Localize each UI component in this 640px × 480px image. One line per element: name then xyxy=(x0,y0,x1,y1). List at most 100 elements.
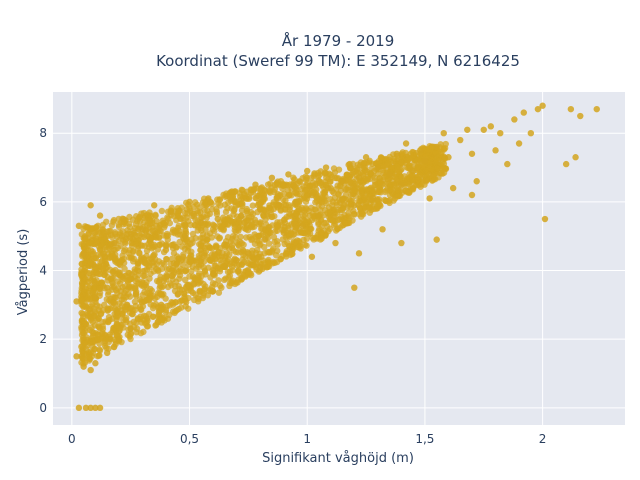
scatter-point xyxy=(87,225,94,232)
scatter-point xyxy=(374,164,382,171)
scatter-point xyxy=(202,226,209,233)
scatter-point xyxy=(341,211,348,219)
scatter-point xyxy=(390,181,398,188)
scatter-point xyxy=(440,129,447,137)
scatter-point xyxy=(185,305,192,312)
scatter-point xyxy=(186,273,193,280)
scatter-point xyxy=(371,174,378,181)
y-tick-label: 8 xyxy=(39,126,47,140)
scatter-point xyxy=(125,276,133,284)
scatter-point xyxy=(116,231,123,238)
scatter-point xyxy=(181,209,189,217)
scatter-point xyxy=(355,174,363,182)
scatter-point xyxy=(229,277,237,284)
scatter-point xyxy=(144,322,152,330)
scatter-point xyxy=(330,165,338,172)
scatter-point xyxy=(335,216,342,224)
scatter-point xyxy=(92,234,99,241)
scatter-point xyxy=(265,204,273,211)
scatter-point xyxy=(285,224,292,232)
scatter-point xyxy=(133,275,141,283)
scatter-point xyxy=(423,176,430,183)
scatter-point xyxy=(437,151,444,158)
scatter-point xyxy=(88,314,95,322)
scatter-point xyxy=(414,176,422,183)
scatter-point xyxy=(87,366,94,374)
scatter-point xyxy=(265,188,273,195)
scatter-point xyxy=(186,198,193,206)
scatter-point xyxy=(158,207,166,215)
scatter-point xyxy=(243,188,251,195)
scatter-point xyxy=(308,191,316,199)
x-tick-labels: 0 0,5 1 1,5 2 xyxy=(68,432,546,446)
scatter-point xyxy=(198,214,205,221)
scatter-point xyxy=(335,191,342,198)
scatter-point xyxy=(138,210,145,217)
scatter-point xyxy=(189,239,196,246)
scatter-point xyxy=(116,292,124,299)
scatter-point xyxy=(200,264,208,271)
scatter-point xyxy=(128,310,136,318)
scatter-point xyxy=(105,338,113,346)
scatter-point xyxy=(409,167,417,175)
x-tick-label: 1 xyxy=(303,432,311,446)
scatter-point xyxy=(449,184,457,192)
x-tick-label: 1,5 xyxy=(415,432,434,446)
scatter-point xyxy=(192,265,200,272)
scatter-point xyxy=(228,188,236,195)
scatter-point xyxy=(131,285,139,292)
scatter-point xyxy=(593,105,600,113)
scatter-point xyxy=(562,160,570,168)
scatter-point xyxy=(205,242,212,250)
scatter-point xyxy=(262,216,269,223)
scatter-point xyxy=(334,225,341,233)
scatter-point xyxy=(120,316,127,324)
scatter-point xyxy=(167,260,174,267)
scatter-point xyxy=(296,205,303,213)
scatter-point xyxy=(233,262,241,269)
scatter-point xyxy=(78,240,86,248)
scatter-point xyxy=(216,235,223,242)
scatter-point xyxy=(255,232,262,240)
scatter-point xyxy=(265,227,272,235)
scatter-point xyxy=(137,306,145,314)
scatter-point xyxy=(233,257,240,264)
scatter-point xyxy=(239,200,246,208)
scatter-point xyxy=(146,275,153,282)
scatter-point xyxy=(126,254,133,261)
scatter-point xyxy=(227,217,234,224)
scatter-point xyxy=(300,236,307,244)
scatter-point xyxy=(73,353,80,360)
scatter-point xyxy=(213,243,220,250)
scatter-point xyxy=(237,193,244,200)
scatter-point xyxy=(375,196,383,203)
scatter-point xyxy=(497,129,504,137)
scatter-point xyxy=(256,205,264,212)
scatter-point xyxy=(312,199,319,206)
scatter-point xyxy=(343,186,350,193)
scatter-point xyxy=(384,160,392,167)
scatter-point xyxy=(92,310,100,318)
scatter-point xyxy=(241,219,249,226)
scatter-point xyxy=(104,307,111,314)
scatter-point xyxy=(96,212,104,219)
scatter-point xyxy=(348,180,356,187)
scatter-point xyxy=(311,171,318,178)
scatter-point xyxy=(541,215,549,223)
scatter-point xyxy=(119,276,126,283)
scatter-point xyxy=(81,265,89,272)
scatter-point xyxy=(249,202,257,209)
scatter-point xyxy=(315,212,323,219)
scatter-point xyxy=(382,197,390,205)
scatter-point xyxy=(279,182,287,189)
scatter-point xyxy=(95,251,102,258)
scatter-point xyxy=(225,256,232,263)
scatter-point xyxy=(275,202,283,209)
scatter-point xyxy=(228,263,236,270)
scatter-point xyxy=(154,246,162,253)
scatter-point xyxy=(139,291,146,299)
scatter-point xyxy=(145,256,152,263)
scatter-point xyxy=(163,271,170,279)
scatter-point xyxy=(366,159,373,166)
scatter-point xyxy=(84,246,92,253)
